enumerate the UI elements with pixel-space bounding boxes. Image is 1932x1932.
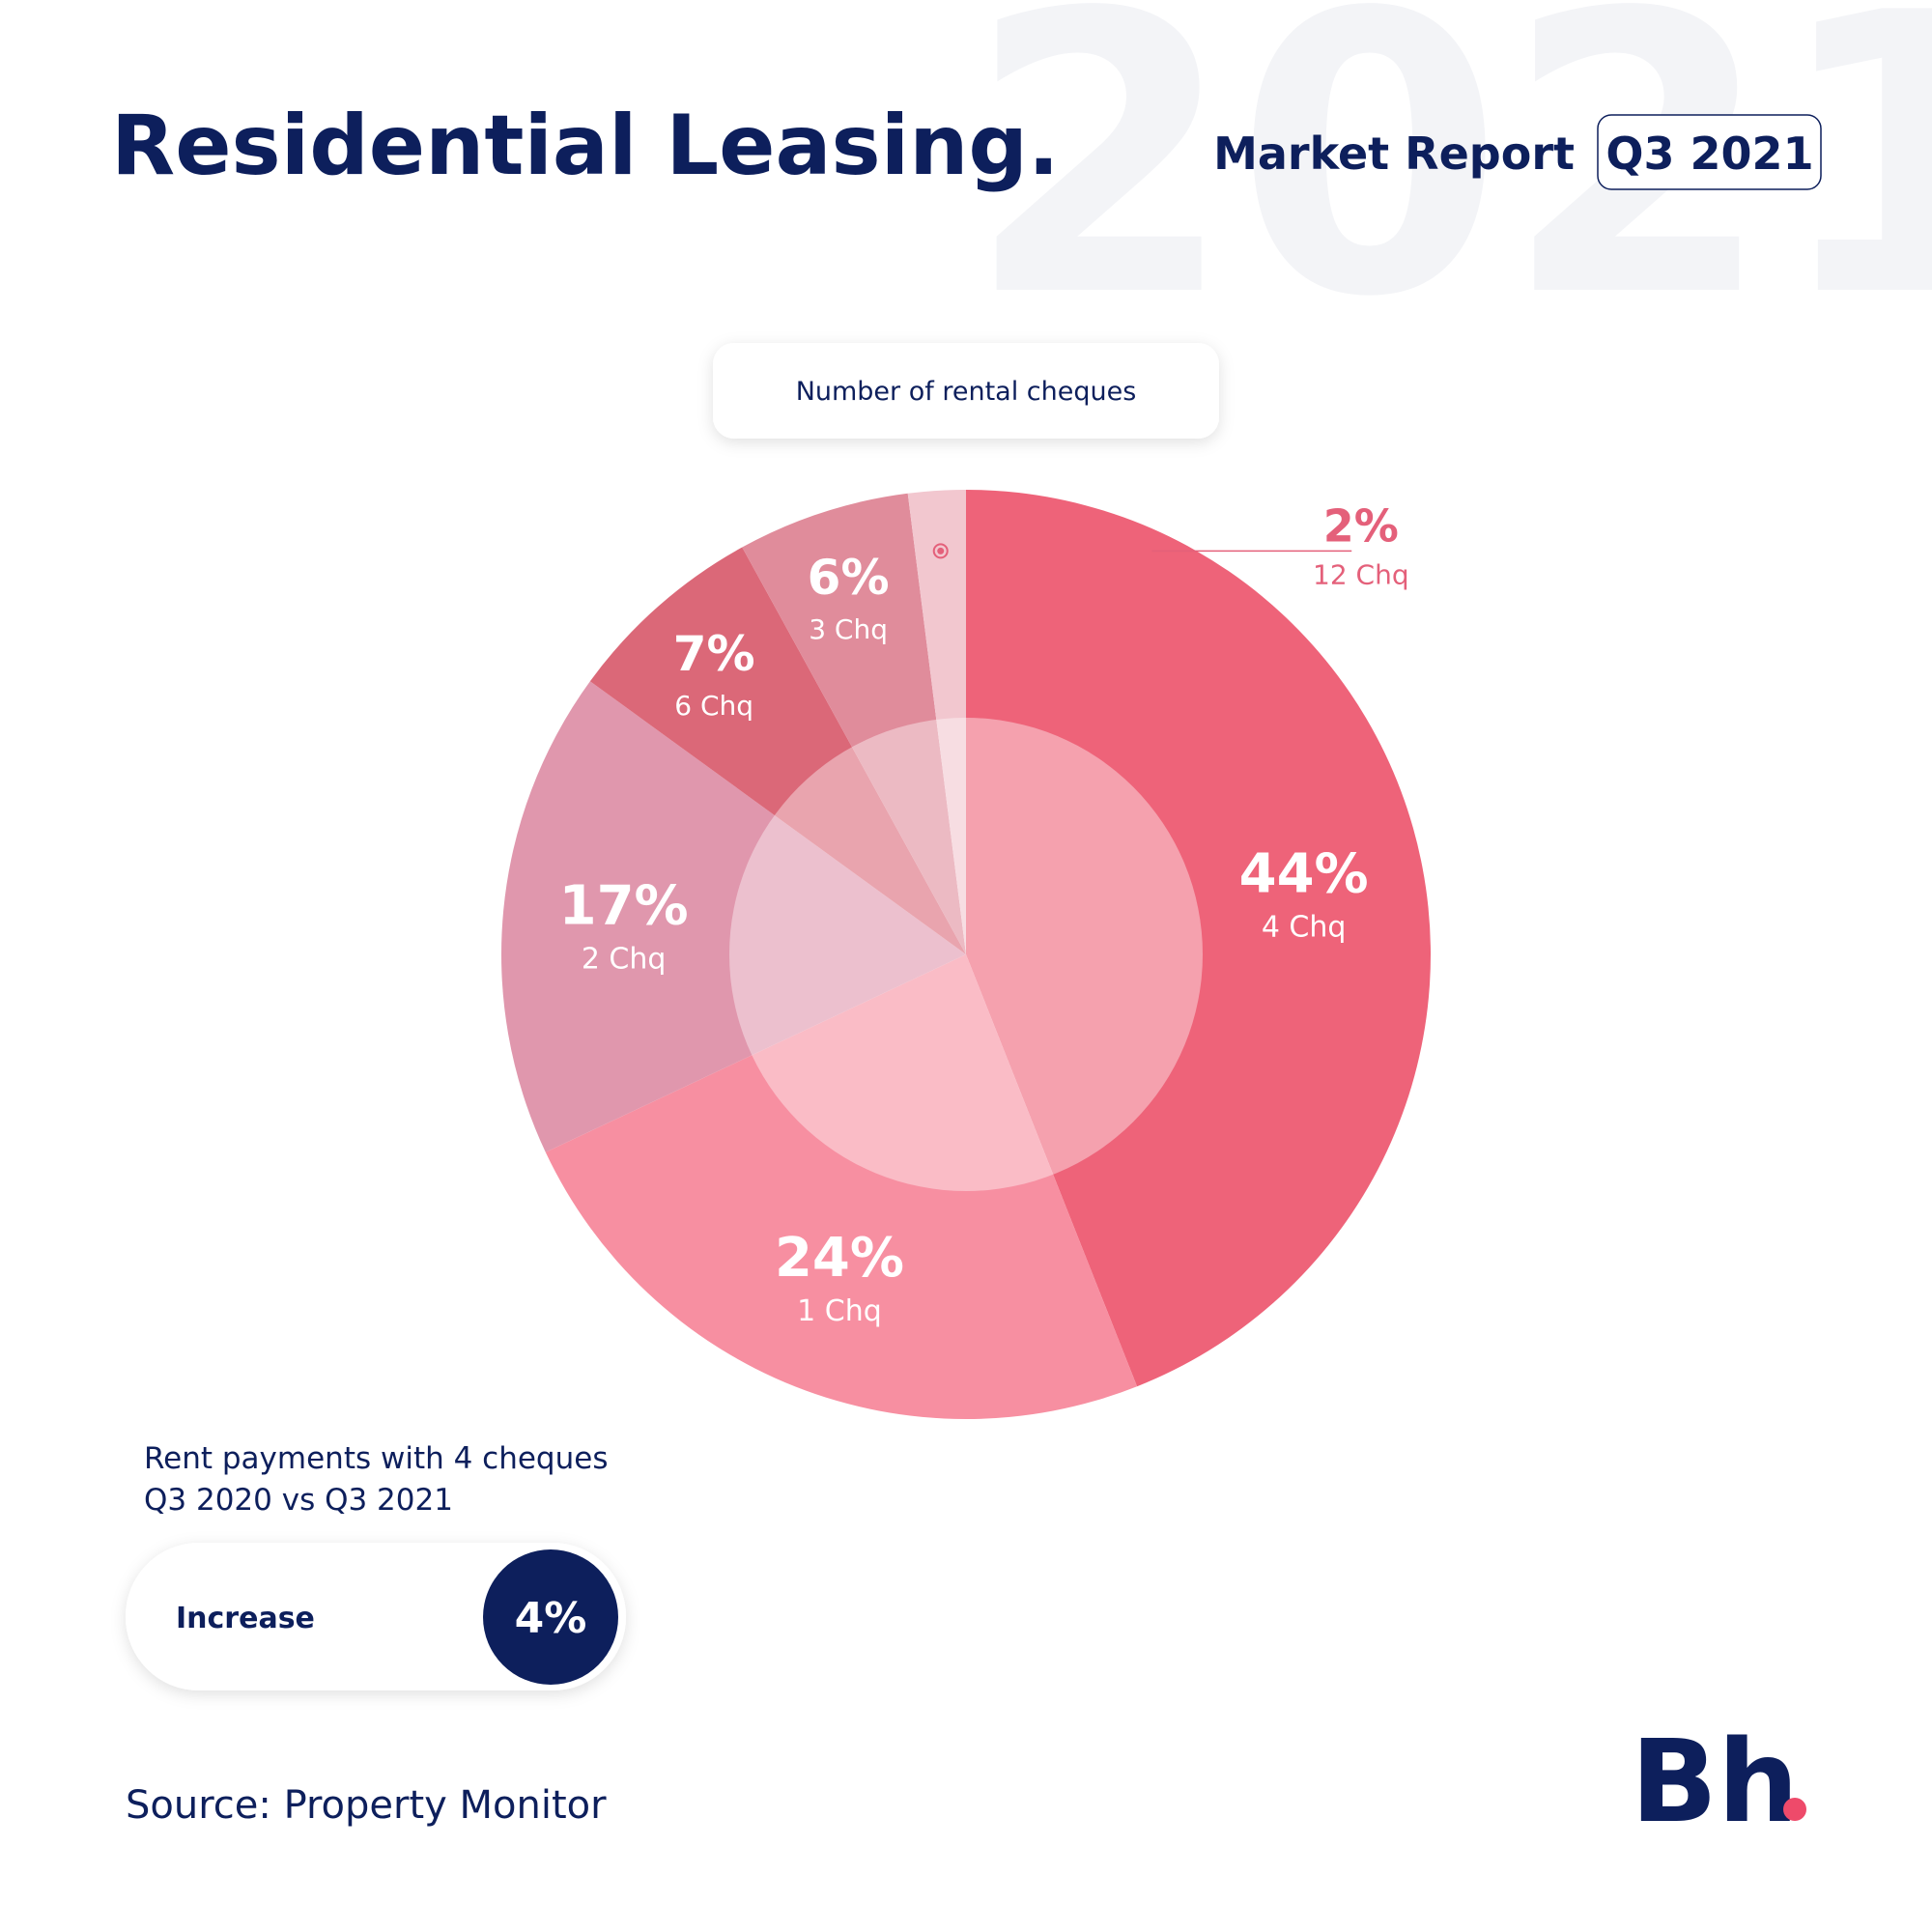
slice-value-label: 6% (808, 550, 890, 606)
chart-title-pill (713, 343, 1219, 439)
pie-chart: 44% 4 Chq 24% 1 Chq 17% 2 Chq 7% 6 Chq 6% 3 Chq 2%… (501, 490, 1432, 1419)
slice-category-label: 1 Chq (797, 1294, 882, 1328)
stat-badge (483, 1549, 618, 1685)
source: Source: Property Monitor (126, 1783, 607, 1828)
stat-caption: Q3 2020 vs Q3 2021 (144, 1483, 453, 1518)
label-anchor (932, 543, 949, 559)
logo-dot (1783, 1798, 1806, 1821)
logo: Bh (1631, 1715, 1799, 1848)
stat-label: Increase (176, 1602, 315, 1635)
pie-slice (966, 490, 1432, 1387)
slice-value-label: 44% (1239, 842, 1369, 905)
slice-value-label: 7% (673, 626, 755, 682)
stat-caption: Rent payments with 4 cheques (144, 1441, 609, 1476)
pie-slice (742, 493, 966, 954)
pie-slice (907, 490, 966, 954)
slice-value-label: 17% (559, 875, 689, 938)
slice-value-label: 2% (1323, 499, 1399, 552)
slice-value-label: 24% (775, 1227, 904, 1290)
stat-value: 4% (515, 1594, 587, 1643)
slice-category-label: 6 Chq (674, 690, 753, 722)
watermark: 2021 (966, 0, 1932, 382)
slice-category-label: 12 Chq (1313, 558, 1409, 590)
period: Q3 2021 (1605, 128, 1813, 180)
slice-category-label: 3 Chq (809, 613, 888, 645)
pie-slice (589, 547, 966, 954)
period-box (1597, 114, 1822, 190)
report-label: Market Report (1213, 128, 1575, 180)
page-title: Residential Leasing. (111, 98, 1060, 194)
chart-title: Number of rental cheques (796, 377, 1137, 407)
label-anchor-dot (937, 547, 945, 554)
slice-category-label: 2 Chq (582, 943, 667, 977)
inner-highlight (729, 718, 1203, 1191)
pie-slice (501, 681, 966, 1152)
pie-slice (545, 954, 1138, 1419)
slice-category-label: 4 Chq (1262, 910, 1347, 944)
